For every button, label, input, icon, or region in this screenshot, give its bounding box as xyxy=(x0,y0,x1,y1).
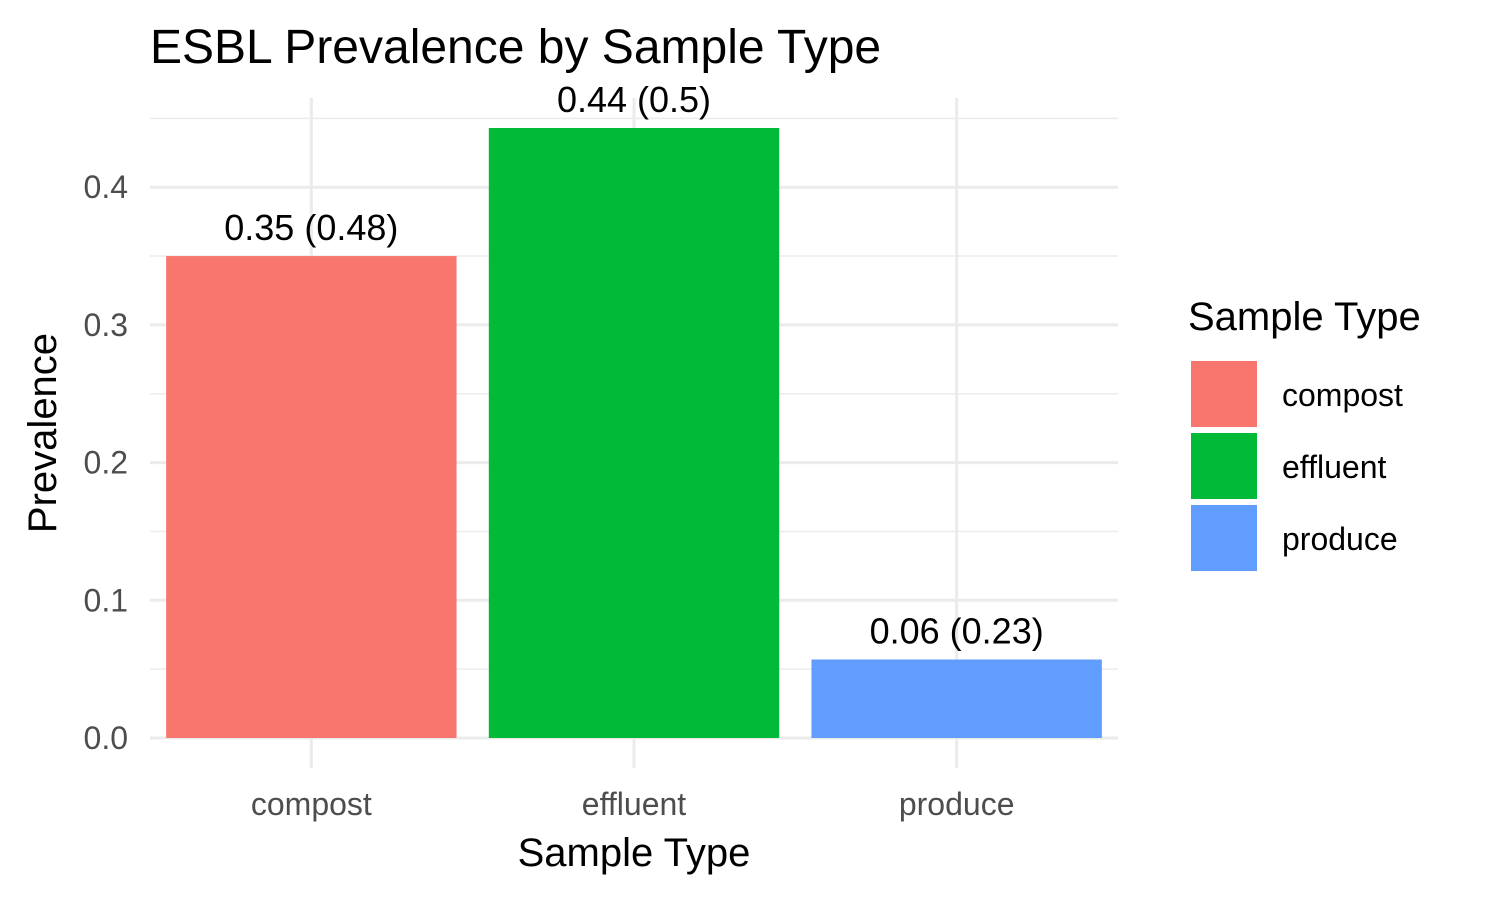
legend-swatch-produce xyxy=(1191,505,1257,571)
x-axis-ticks: compost effluent produce xyxy=(251,786,1015,822)
bar-effluent xyxy=(488,127,780,738)
y-axis-title: Prevalence xyxy=(21,333,65,533)
y-tick-label: 0.1 xyxy=(84,582,128,618)
y-tick-label: 0.0 xyxy=(84,720,128,756)
x-tick-label-effluent: effluent xyxy=(582,786,687,822)
legend-swatch-compost xyxy=(1191,361,1257,427)
legend-swatch-effluent xyxy=(1191,433,1257,499)
y-tick-label: 0.2 xyxy=(84,445,128,481)
legend-label-compost: compost xyxy=(1282,377,1403,413)
legend-title: Sample Type xyxy=(1188,295,1421,339)
legend-label-produce: produce xyxy=(1282,521,1398,557)
x-tick-label-compost: compost xyxy=(251,786,372,822)
legend-label-effluent: effluent xyxy=(1282,449,1387,485)
x-tick-label-produce: produce xyxy=(899,786,1015,822)
data-label-effluent: 0.44 (0.5) xyxy=(557,79,711,120)
y-tick-label: 0.3 xyxy=(84,307,128,343)
bar-compost xyxy=(166,256,457,738)
data-label-produce: 0.06 (0.23) xyxy=(870,611,1044,652)
data-label-compost: 0.35 (0.48) xyxy=(224,207,398,248)
bars-group xyxy=(166,127,1102,738)
y-axis-ticks: 0.0 0.1 0.2 0.3 0.4 xyxy=(84,169,128,756)
bar-produce xyxy=(811,659,1102,738)
y-tick-label: 0.4 xyxy=(84,169,128,205)
chart-title: ESBL Prevalence by Sample Type xyxy=(150,21,881,74)
legend: Sample Type compost effluent produce xyxy=(1188,295,1421,571)
data-labels-group: 0.35 (0.48) 0.44 (0.5) 0.06 (0.23) xyxy=(224,79,1043,652)
x-axis-title: Sample Type xyxy=(518,831,751,875)
